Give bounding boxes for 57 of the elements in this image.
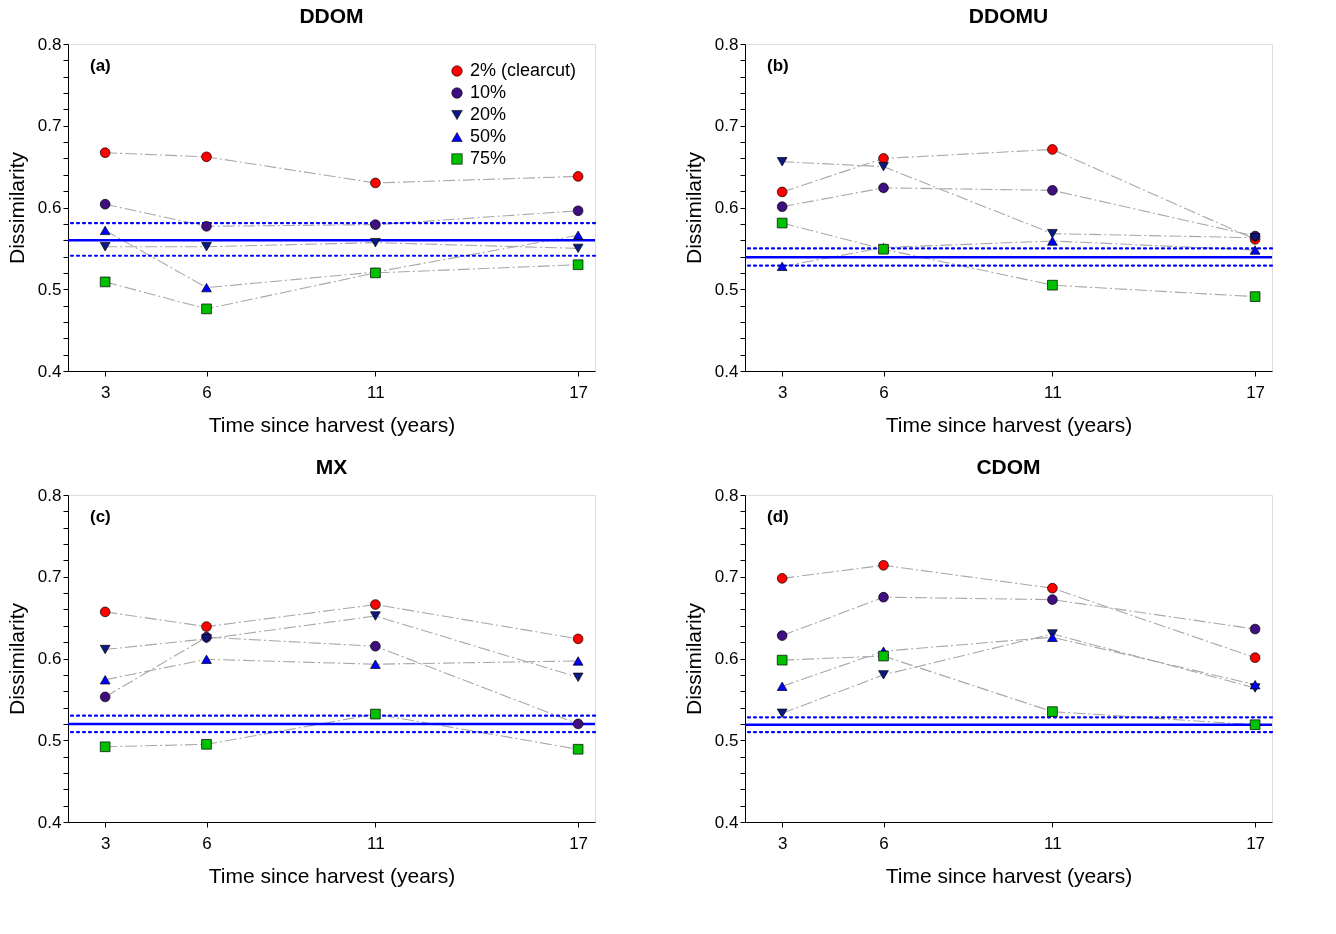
x-tick-label: 6: [879, 833, 889, 853]
y-tick-label: 0.5: [714, 279, 739, 299]
annotation: (b): [767, 56, 789, 75]
x-tick-label: 11: [1044, 382, 1062, 402]
x-axis-title: Time since harvest (years): [208, 863, 456, 887]
chart-title: MX: [315, 455, 348, 478]
y-tick-label: 0.7: [714, 567, 739, 587]
legend-label: 10%: [470, 82, 507, 102]
y-axis-title: Dissimilarity: [4, 602, 28, 715]
x-tick-label: 11: [367, 833, 385, 853]
x-axis-title: Time since harvest (years): [208, 412, 456, 436]
x-axis-title: Time since harvest (years): [885, 863, 1133, 887]
y-axis-title: Dissimilarity: [681, 602, 705, 715]
y-axis-title: Dissimilarity: [4, 151, 28, 264]
annotation: (a): [90, 56, 111, 75]
x-tick-label: 6: [202, 382, 212, 402]
y-tick-label: 0.5: [37, 730, 62, 750]
chart-title: CDOM: [976, 455, 1041, 478]
x-tick-label: 17: [1246, 833, 1266, 853]
y-tick-label: 0.6: [37, 649, 62, 668]
x-tick-label: 3: [777, 382, 788, 402]
chart-title: DDOM: [299, 4, 364, 27]
legend-label: 20%: [470, 104, 507, 124]
x-tick-label: 3: [100, 833, 111, 853]
chart-title: DDOMU: [968, 4, 1049, 27]
x-tick-label: 11: [1044, 833, 1062, 853]
x-tick-label: 3: [777, 833, 788, 853]
legend-label: 50%: [470, 126, 507, 146]
y-tick-label: 0.8: [714, 34, 739, 54]
annotation: (c): [90, 507, 111, 526]
y-tick-label: 0.6: [714, 649, 739, 668]
y-tick-label: 0.4: [37, 812, 62, 832]
annotation: (d): [767, 507, 789, 526]
y-tick-label: 0.8: [714, 485, 739, 505]
y-tick-label: 0.7: [714, 116, 739, 136]
x-tick-label: 6: [879, 382, 889, 402]
y-tick-label: 0.5: [37, 279, 62, 299]
x-tick-label: 17: [569, 833, 589, 853]
x-tick-label: 17: [569, 382, 589, 402]
y-tick-label: 0.7: [37, 116, 62, 136]
legend-label: 2% (clearcut): [470, 60, 577, 80]
y-tick-label: 0.8: [37, 34, 62, 54]
x-axis-title: Time since harvest (years): [885, 412, 1133, 436]
y-tick-label: 0.4: [37, 361, 62, 381]
y-tick-label: 0.5: [714, 730, 739, 750]
x-tick-label: 17: [1246, 382, 1266, 402]
y-tick-label: 0.6: [714, 198, 739, 217]
x-tick-label: 6: [202, 833, 212, 853]
y-axis-title: Dissimilarity: [681, 151, 705, 264]
x-tick-label: 3: [100, 382, 111, 402]
x-tick-label: 11: [367, 382, 385, 402]
y-tick-label: 0.6: [37, 198, 62, 217]
y-tick-label: 0.4: [714, 812, 739, 832]
y-tick-label: 0.7: [37, 567, 62, 587]
legend-label: 75%: [470, 148, 507, 168]
y-tick-label: 0.4: [714, 361, 739, 381]
y-tick-label: 0.8: [37, 485, 62, 505]
